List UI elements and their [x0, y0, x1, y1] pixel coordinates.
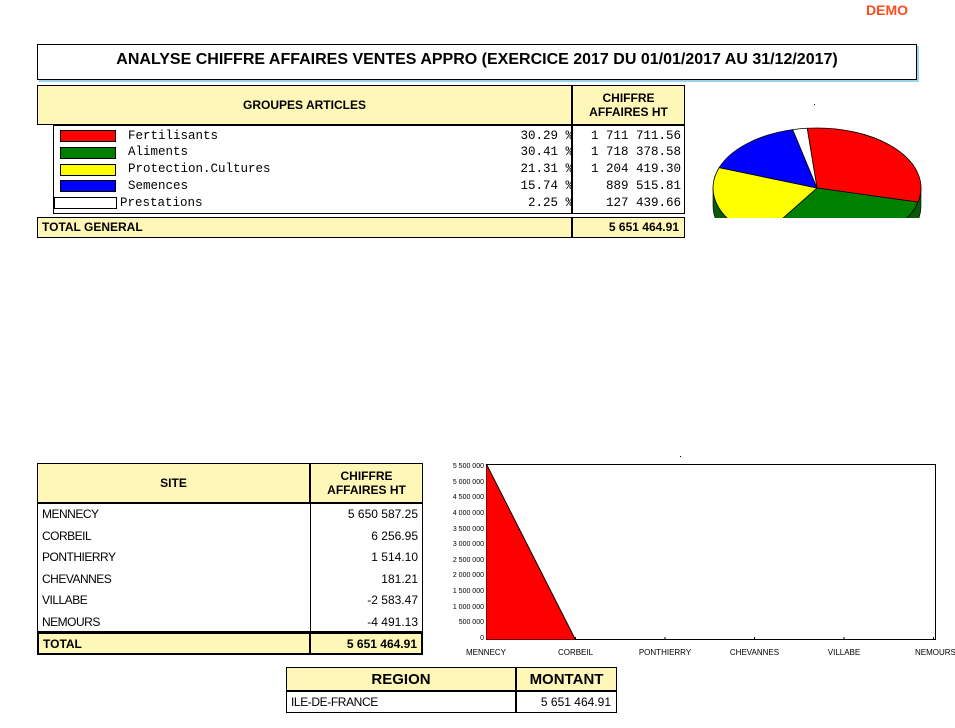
groups-total-label: TOTAL GENERAL	[37, 217, 572, 238]
group-amount: 1 711 711.56	[590, 128, 681, 143]
sites-total-value: 5 651 464.91	[310, 632, 423, 655]
y-tick-label: 0	[480, 635, 484, 642]
groups-rows: Fertilisants 30.29 % 1 711 711.56 Aliments 3…	[37, 125, 687, 217]
group-amount: 1 718 378.58	[590, 145, 681, 160]
pie-slices	[712, 127, 922, 218]
site-name: NEMOURS	[42, 615, 100, 629]
pie-slice-protection-cultures	[712, 167, 818, 218]
group-row: Semences 15.74 % 889 515.81	[37, 177, 687, 194]
y-tick-label: 4 000 000	[452, 509, 484, 517]
sites-body	[37, 503, 423, 632]
x-tick-label: MENNECY	[465, 648, 506, 657]
site-row: PONTHIERRY 1 514.10	[38, 546, 422, 568]
group-color-swatch	[60, 163, 116, 176]
group-name: Protection.Cultures	[128, 162, 271, 177]
y-tick-label: 2 500 000	[452, 556, 484, 564]
sites-header-name: SITE	[37, 463, 310, 503]
y-tick-label: 2 000 000	[452, 572, 484, 580]
sites-header-value-line1: CHIFFRE	[340, 469, 393, 483]
y-tick-label: 1 000 000	[452, 603, 484, 611]
site-name: MENNECY	[42, 507, 99, 521]
group-row: Fertilisants 30.29 % 1 711 711.56	[37, 127, 687, 144]
group-name: Aliments	[128, 145, 189, 160]
site-row: MENNECY 5 650 587.25	[38, 503, 422, 525]
site-value: -4 491.13	[367, 615, 418, 629]
groups-amount-box	[572, 125, 685, 214]
groups-total-value: 5 651 464.91	[572, 217, 685, 238]
site-name: VILLABE	[42, 593, 88, 608]
x-tick-label: VILLABE	[827, 648, 861, 657]
region-header-name: REGION	[286, 667, 516, 691]
group-row: Protection.Cultures 21.31 % 1 204 419.30	[37, 161, 687, 178]
area-series	[486, 464, 934, 640]
site-name: PONTHIERRY	[42, 550, 116, 565]
site-name: CHEVANNES	[42, 571, 112, 586]
group-amount: 1 204 419.30	[590, 162, 681, 177]
site-row: VILLABE -2 583.47	[38, 589, 422, 611]
pie-slice-prestations	[792, 127, 818, 189]
pie-chart	[712, 104, 922, 218]
region-name: ILE-DE-FRANCE	[286, 691, 516, 713]
group-amount: 127 439.66	[605, 195, 681, 210]
report-title: ANALYSE CHIFFRE AFFAIRES VENTES APPRO (E…	[37, 44, 917, 80]
site-name: CORBEIL	[42, 528, 92, 543]
x-tick-label: NEMOURS	[915, 648, 955, 657]
site-row: CORBEIL 6 256.95	[38, 525, 422, 547]
y-tick-label: 4 500 000	[452, 494, 484, 502]
region-header-value: MONTANT	[516, 667, 617, 691]
pie-slice-aliments	[782, 187, 919, 218]
x-tick-label: CORBEIL	[557, 648, 594, 657]
group-percent: 2.25 %	[527, 195, 573, 210]
x-tick-label: PONTHIERRY	[638, 648, 692, 657]
site-value: 6 256.95	[371, 528, 418, 543]
group-percent: 30.29 %	[520, 128, 573, 143]
y-tick-label: 3 500 000	[452, 525, 484, 533]
group-row: Aliments 30.41 % 1 718 378.58	[37, 144, 687, 161]
group-name: Fertilisants	[128, 128, 219, 143]
group-color-swatch	[60, 130, 116, 142]
group-name: Semences	[128, 178, 189, 193]
sites-header-value-line2: AFFAIRES HT	[327, 483, 406, 497]
pie-side	[712, 187, 922, 218]
groups-header-value-line2: AFFAIRES HT	[589, 105, 668, 119]
group-percent: 21.31 %	[520, 162, 573, 177]
x-tick-label: CHEVANNES	[729, 648, 780, 657]
y-tick-label: 3 000 000	[452, 541, 484, 549]
groups-header-value-line1: CHIFFRE	[602, 91, 655, 105]
group-percent: 30.41 %	[520, 145, 573, 160]
site-value: 1 514.10	[371, 550, 418, 565]
sites-header-value: CHIFFRE AFFAIRES HT	[310, 463, 423, 503]
group-color-swatch	[54, 197, 117, 210]
groups-legend-box	[53, 125, 572, 214]
pie-slice-fertilisants	[806, 127, 922, 203]
site-value: 5 650 587.25	[347, 507, 418, 521]
sites-rows: MENNECY 5 650 587.25 CORBEIL 6 256.95 PONTHI…	[38, 503, 422, 631]
y-tick-label: 1 500 000	[452, 588, 484, 596]
group-amount: 889 515.81	[605, 178, 681, 193]
groups-header-value: CHIFFRE AFFAIRES HT	[572, 85, 685, 125]
site-value: 181.21	[381, 571, 418, 586]
site-row: NEMOURS -4 491.13	[38, 611, 422, 633]
area-chart	[486, 464, 934, 640]
y-tick-label: 5 000 000	[452, 478, 484, 486]
groups-header-name: GROUPES ARTICLES	[37, 85, 572, 125]
site-value: -2 583.47	[367, 593, 418, 608]
group-name: Prestations	[120, 195, 203, 210]
y-tick-label: 5 500 000	[452, 463, 484, 470]
area-chart-dot	[680, 456, 681, 457]
pie-slice-semences	[718, 129, 818, 189]
y-tick-label: 500 000	[458, 619, 484, 627]
sites-total-label: TOTAL	[37, 632, 310, 655]
group-row: Prestations 2.25 % 127 439.66	[37, 194, 687, 211]
region-value: 5 651 464.91	[516, 691, 617, 713]
site-row: CHEVANNES 181.21	[38, 568, 422, 590]
group-color-swatch	[60, 180, 116, 193]
pie-dot	[814, 104, 815, 105]
demo-watermark: DEMO	[866, 2, 908, 18]
group-color-swatch	[60, 146, 116, 159]
group-percent: 15.74 %	[520, 178, 573, 193]
